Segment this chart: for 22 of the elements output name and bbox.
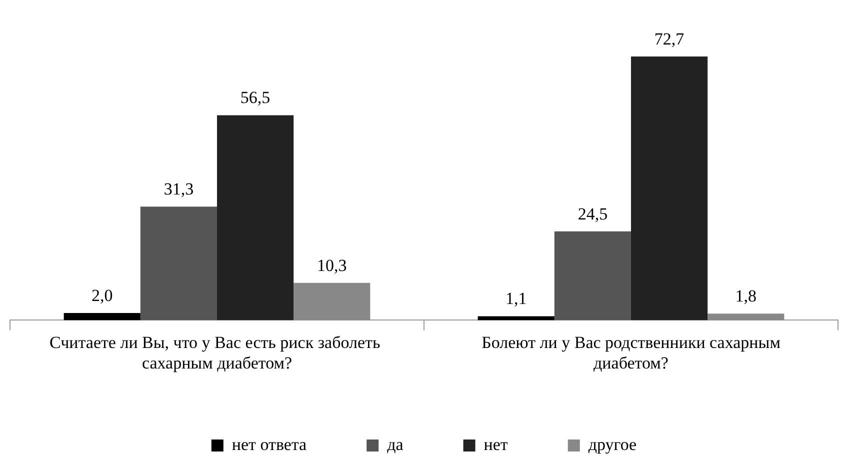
data-label: 72,7: [654, 29, 685, 48]
bar: [554, 231, 631, 320]
x-tick-label: Болеют ли у Вас родственники сахарным диабетом?: [482, 332, 781, 372]
data-label: 1,1: [505, 289, 527, 308]
bar: [294, 282, 370, 320]
data-label: 1,8: [735, 286, 757, 306]
data-label: 24,5: [578, 204, 608, 224]
legend-label: да: [387, 434, 404, 454]
data-label: 2,0: [91, 286, 113, 305]
data-label: 10,3: [317, 256, 347, 275]
x-tick-label: Считаете ли Вы, что у Вас есть риск заболеть сахарным диабетом?: [50, 332, 384, 372]
bar: [64, 312, 140, 320]
legend-label: другое: [588, 434, 637, 454]
legend-label: нет ответа: [232, 434, 308, 454]
data-label: 56,5: [240, 88, 270, 108]
bar: [708, 314, 784, 320]
bar: [631, 56, 708, 320]
bar: [140, 206, 217, 320]
data-label: 31,3: [164, 180, 194, 199]
bar: [478, 316, 554, 320]
legend-label: нет: [484, 434, 508, 454]
bar: [217, 115, 294, 320]
